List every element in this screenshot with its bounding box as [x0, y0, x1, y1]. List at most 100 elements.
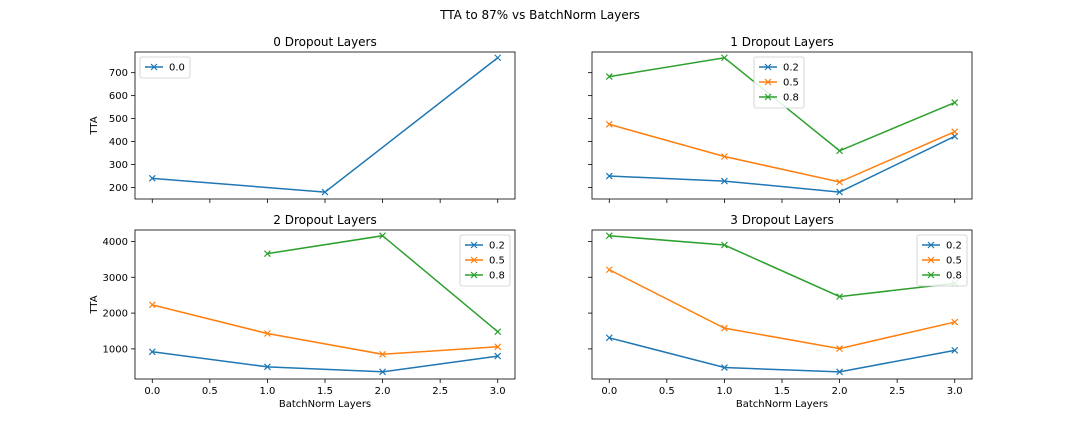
data-point: [720, 364, 728, 371]
subplot-2: 2 Dropout Layers 0.0 0.5 1.0 1.5 2.0 2.5 3.0 100…: [89, 213, 516, 410]
legend: 0.2 0.5 0.8: [459, 234, 511, 287]
data-point: [951, 346, 959, 354]
data-point: [836, 147, 844, 155]
data-point: [720, 324, 728, 332]
data-point: [951, 318, 959, 326]
data-point: [494, 54, 502, 62]
x-tick-label: 3.0: [947, 386, 963, 397]
legend-marker: [764, 93, 772, 101]
y-tick-label: 4000: [103, 237, 128, 248]
data-point: [836, 368, 844, 376]
x-tick-label: 1.5: [774, 386, 790, 397]
x-tick-label: 1.0: [259, 386, 275, 397]
data-point: [605, 120, 613, 128]
data-point: [379, 232, 387, 240]
y-tick-label: 500: [109, 114, 128, 125]
y-axis-label: TTA: [89, 295, 100, 314]
legend-marker: [927, 241, 935, 249]
data-point: [379, 368, 387, 376]
x-tick-label: 3.0: [490, 386, 506, 397]
data-point: [148, 348, 156, 356]
data-point: [263, 250, 271, 258]
data-point: [494, 343, 502, 351]
legend-marker: [470, 241, 478, 249]
y-tick-label: 1000: [103, 344, 128, 355]
data-point: [720, 241, 728, 249]
x-axis-label: BatchNorm Layers: [736, 399, 828, 410]
y-tick-label: 200: [109, 183, 128, 194]
subplot-title: 1 Dropout Layers: [730, 35, 834, 49]
y-tick-label: 600: [109, 91, 128, 102]
x-tick-label: 0.0: [144, 386, 160, 397]
legend-marker: [470, 256, 478, 264]
series-line-0.2: [609, 337, 955, 373]
y-axis-label: TTA: [89, 116, 100, 135]
axes-frame: [134, 51, 516, 200]
subplot-title: 0 Dropout Layers: [273, 35, 377, 49]
series-line-0.0: [152, 57, 499, 193]
series-line-0.5: [609, 123, 956, 183]
legend-label: 0.8: [783, 93, 799, 104]
x-tick-label: 2.0: [375, 386, 391, 397]
subplot-1: 1 Dropout Layers 0.2 0.5 0.8: [588, 35, 973, 203]
subplot-0: 0 Dropout Layers 200 300 400 500 600 700 TTA 0.0: [89, 35, 516, 203]
data-point: [605, 266, 613, 274]
data-point: [148, 174, 156, 182]
x-tick-label: 2.5: [432, 386, 448, 397]
x-tick-label: 0.5: [202, 386, 218, 397]
series-line-0.2: [152, 351, 498, 373]
legend: 0.2 0.5 0.8: [753, 56, 805, 109]
figure-title: TTA to 87% vs BatchNorm Layers: [439, 8, 640, 22]
axes-frame: [591, 229, 973, 380]
y-tick-label: 400: [109, 137, 128, 148]
data-point: [951, 128, 959, 136]
legend-box: [139, 56, 191, 79]
legend: 0.0: [139, 56, 191, 79]
legend-marker: [927, 271, 935, 279]
data-point: [605, 334, 613, 342]
x-tick-label: 0.5: [659, 386, 675, 397]
axes-frame: [134, 229, 516, 380]
legend-marker: [927, 256, 935, 264]
axes-frame: [591, 51, 973, 200]
data-point: [720, 153, 728, 160]
y-tick-label: 300: [109, 160, 128, 171]
x-tick-label: 1.0: [716, 386, 732, 397]
data-point: [720, 177, 728, 185]
legend-label: 0.2: [489, 241, 505, 252]
legend-label: 0.2: [783, 63, 799, 74]
x-tick-label: 2.5: [889, 386, 905, 397]
data-point: [263, 330, 271, 337]
x-axis-label: BatchNorm Layers: [279, 399, 371, 410]
data-point: [148, 301, 156, 309]
x-tick-label: 1.5: [317, 386, 333, 397]
legend-marker: [470, 271, 478, 279]
data-point: [605, 232, 613, 240]
data-point: [494, 328, 502, 336]
data-point: [321, 188, 329, 196]
data-point: [836, 293, 844, 301]
x-tick-label: 0.0: [601, 386, 617, 397]
series-line-0.5: [152, 304, 498, 356]
subplot-title: 2 Dropout Layers: [273, 213, 377, 227]
data-point: [836, 188, 844, 196]
subplot-3: 3 Dropout Layers 0.0 0.5 1.0 1.5 2.0 2.5 3.0 Bat…: [588, 213, 973, 410]
legend-label: 0.5: [946, 256, 962, 267]
data-point: [605, 73, 613, 81]
series-line-0.2: [609, 135, 956, 193]
legend-marker: [150, 63, 158, 71]
legend-label: 0.5: [489, 256, 505, 267]
data-point: [379, 350, 387, 358]
subplot-title: 3 Dropout Layers: [730, 213, 834, 227]
legend-label: 0.0: [169, 63, 185, 74]
data-point: [720, 54, 728, 62]
legend: 0.2 0.5 0.8: [916, 234, 968, 287]
y-tick-label: 2000: [103, 309, 128, 320]
legend-marker: [764, 78, 772, 86]
y-tick-label: 700: [109, 68, 128, 79]
legend-label: 0.2: [946, 241, 962, 252]
legend-label: 0.5: [783, 78, 799, 89]
legend-marker: [764, 63, 772, 71]
legend-label: 0.8: [946, 271, 962, 282]
